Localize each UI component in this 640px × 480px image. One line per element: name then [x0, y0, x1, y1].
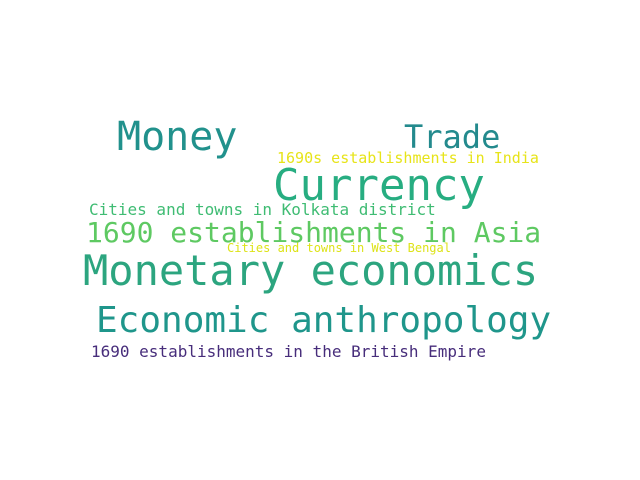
word-1690s-establishments-in-india: 1690s establishments in India	[277, 149, 539, 167]
word-cities-and-towns-in-west-bengal: Cities and towns in West Bengal	[227, 241, 451, 255]
word-economic-anthropology: Economic anthropology	[96, 300, 552, 341]
word-cities-and-towns-in-kolkata-district: Cities and towns in Kolkata district	[89, 200, 436, 219]
word-money: Money	[117, 114, 238, 160]
word-monetary-economics: Monetary economics	[83, 246, 539, 295]
word-currency: Currency	[273, 160, 485, 211]
word-1690-establishments-in-the-british-empire: 1690 establishments in the British Empir…	[91, 342, 486, 361]
word-1690-establishments-in-asia: 1690 establishments in Asia	[86, 216, 542, 249]
word-trade: Trade	[404, 118, 501, 156]
